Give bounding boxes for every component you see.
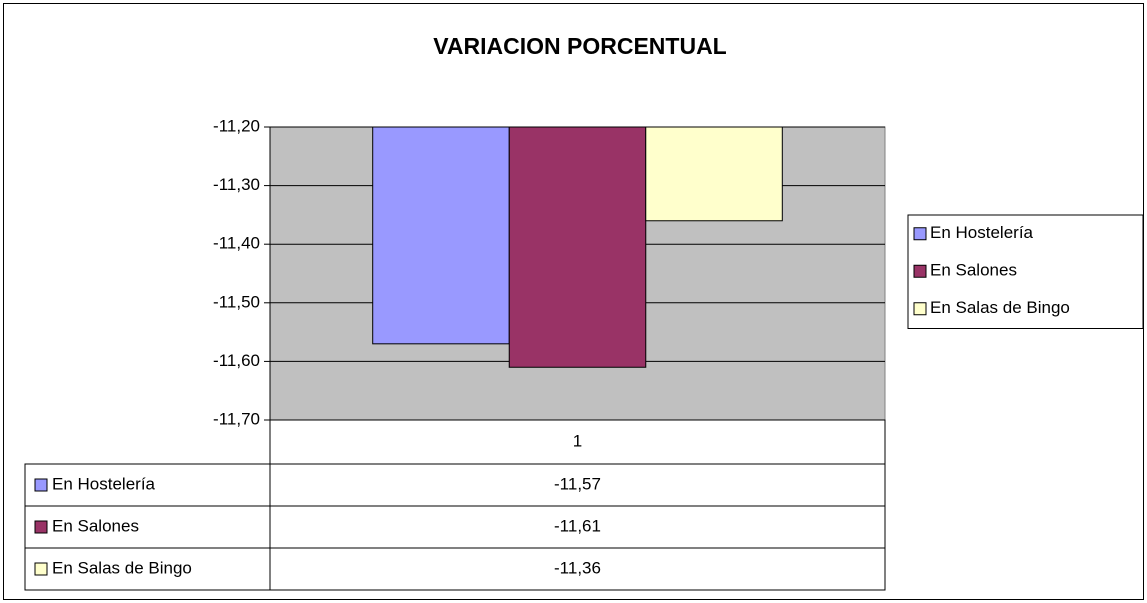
bar	[372, 126, 510, 345]
y-tick-label: -11,40	[213, 234, 260, 253]
legend-key	[913, 227, 927, 241]
y-tick-label: -11,50	[213, 292, 260, 311]
legend	[907, 214, 1144, 329]
bar	[508, 126, 647, 368]
table-series-name: En Salones	[52, 516, 139, 535]
y-tick-label: -11,30	[213, 175, 260, 194]
legend-label: En Hostelería	[930, 223, 1034, 242]
y-tick-label: -11,60	[213, 351, 260, 370]
y-tick-label: -11,70	[213, 409, 260, 428]
value-label: -11,61	[554, 516, 601, 535]
chart-title: VARIACION PORCENTUAL	[433, 33, 726, 59]
value-label: -11,36	[554, 558, 601, 577]
table-legend-key	[34, 520, 48, 534]
bar	[645, 126, 783, 222]
legend-label: En Salones	[930, 261, 1017, 280]
table-category: 1	[573, 431, 582, 450]
legend-key	[913, 302, 927, 316]
table-series-name: En Hostelería	[52, 474, 156, 493]
table-legend-key	[34, 478, 48, 492]
legend-label: En Salas de Bingo	[930, 298, 1070, 317]
table-row	[24, 547, 886, 591]
legend-key	[913, 264, 927, 278]
table-series-name: En Salas de Bingo	[52, 558, 192, 577]
y-tick-label: -11,20	[213, 116, 260, 135]
value-label: -11,57	[554, 474, 601, 493]
table-legend-key	[34, 562, 48, 576]
